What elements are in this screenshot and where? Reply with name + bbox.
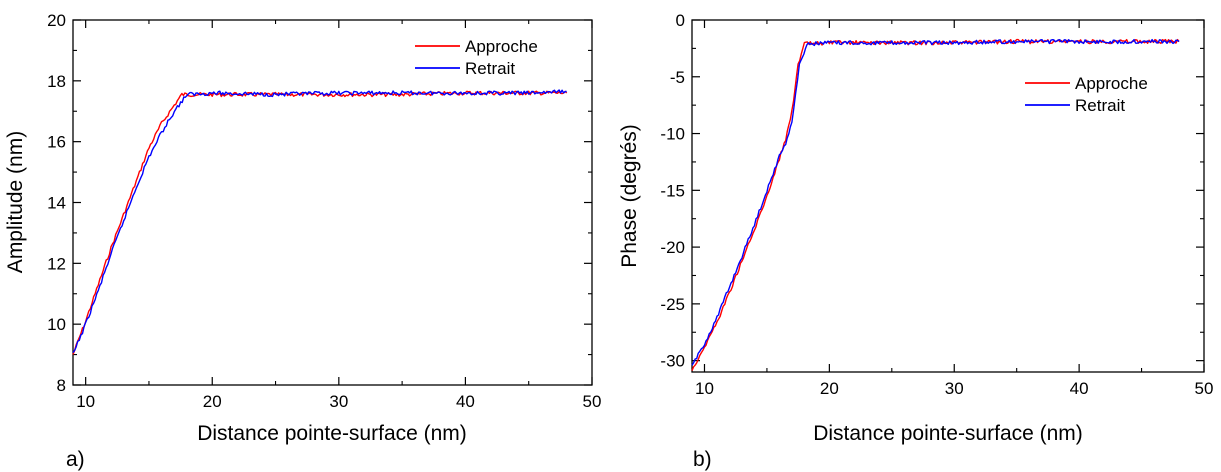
y-tick-label: 18 bbox=[47, 72, 66, 91]
series-line-retrait bbox=[72, 89, 567, 354]
y-tick-label: -10 bbox=[660, 125, 685, 144]
legend-label-retrait: Retrait bbox=[465, 59, 515, 78]
x-tick-label: 30 bbox=[329, 392, 348, 411]
x-axis-label-b: Distance pointe-surface (nm) bbox=[813, 422, 1083, 445]
series-line-retrait bbox=[691, 38, 1180, 366]
y-tick-label: 10 bbox=[47, 315, 66, 334]
y-tick-label: 12 bbox=[47, 254, 66, 273]
y-tick-label: -5 bbox=[670, 68, 685, 87]
axis-ticks-b: 10 20 30 40 50 0 -5 -10 -15 -20 -25 -30 bbox=[660, 11, 1213, 398]
y-tick-label: 8 bbox=[57, 376, 66, 395]
legend-label-approche: Approche bbox=[465, 37, 538, 56]
y-tick-label: 16 bbox=[47, 133, 66, 152]
y-tick-label: 0 bbox=[676, 11, 685, 30]
legend-b: Approche Retrait bbox=[1025, 74, 1148, 115]
x-tick-label: 10 bbox=[695, 379, 714, 398]
chart-panel-b: 10 20 30 40 50 0 -5 -10 -15 -20 -25 -30 Approche Ret… bbox=[618, 11, 1213, 471]
x-axis-label-a: Distance pointe-surface (nm) bbox=[197, 422, 467, 445]
legend-label-approche: Approche bbox=[1075, 74, 1148, 93]
x-tick-label: 20 bbox=[820, 379, 839, 398]
y-axis-label-b: Phase (degrés) bbox=[618, 124, 641, 268]
plot-frame-b bbox=[691, 19, 1205, 373]
x-tick-label: 50 bbox=[1195, 379, 1214, 398]
x-tick-label: 40 bbox=[456, 392, 475, 411]
plot-area-b bbox=[691, 38, 1180, 371]
y-tick-label: -15 bbox=[660, 181, 685, 200]
y-tick-label: 14 bbox=[47, 194, 66, 213]
legend-label-retrait: Retrait bbox=[1075, 96, 1125, 115]
y-tick-label: -25 bbox=[660, 295, 685, 314]
plot-area-a bbox=[72, 89, 568, 355]
y-tick-label: 20 bbox=[47, 11, 66, 30]
x-tick-label: 40 bbox=[1070, 379, 1089, 398]
x-tick-label: 50 bbox=[583, 392, 602, 411]
y-tick-label: -30 bbox=[660, 352, 685, 371]
x-tick-label: 30 bbox=[945, 379, 964, 398]
legend-a: Approche Retrait bbox=[415, 37, 538, 78]
panel-label-b: b) bbox=[693, 448, 712, 471]
y-axis-label-a: Amplitude (nm) bbox=[4, 131, 27, 273]
axis-ticks-a: 10 20 30 40 50 8 10 12 14 16 18 20 bbox=[47, 11, 601, 411]
x-tick-label: 20 bbox=[203, 392, 222, 411]
panel-label-a: a) bbox=[66, 448, 85, 471]
x-tick-label: 10 bbox=[76, 392, 95, 411]
y-tick-label: -20 bbox=[660, 238, 685, 257]
series-line-approche bbox=[72, 90, 568, 355]
